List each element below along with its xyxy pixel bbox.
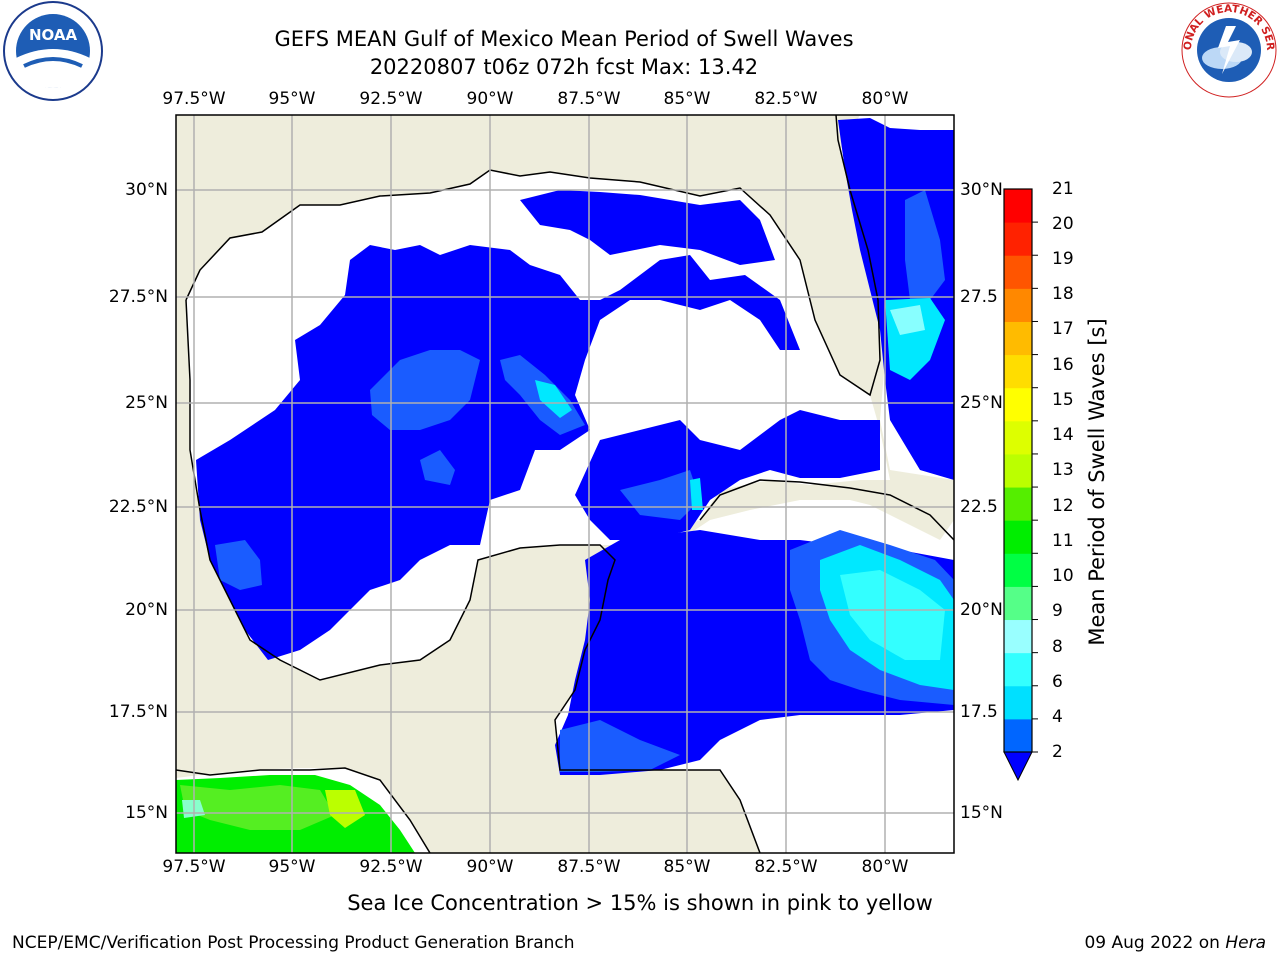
lat-label-right-25: 25°N xyxy=(960,393,1003,413)
swell-aqua-1 xyxy=(840,570,945,660)
nws-logo: NATIONAL WEATHER SERVICE xyxy=(1178,0,1277,98)
colorbar-swatch xyxy=(1004,652,1032,687)
noaa-logo-text: NOAA xyxy=(29,26,78,44)
colorbar xyxy=(1003,188,1038,782)
colorbar-swatch xyxy=(1004,453,1032,488)
colorbar-tick: 2 xyxy=(1052,742,1063,762)
lon-label-top-92-5: 92.5°W xyxy=(359,89,423,109)
lon-label-bottom-82-5: 82.5°W xyxy=(754,857,818,877)
colorbar-tick: 10 xyxy=(1052,566,1074,586)
colorbar-tick: 11 xyxy=(1052,531,1074,551)
footer-date: 09 Aug 2022 on Hera xyxy=(1084,933,1266,953)
colorbar-swatch xyxy=(1004,288,1032,322)
lon-label-bottom-80: 80°W xyxy=(861,857,909,877)
lat-label-left-17-5: 17.5°N xyxy=(108,702,168,722)
colorbar-tick: 16 xyxy=(1052,355,1074,375)
colorbar-swatch xyxy=(1004,321,1032,356)
colorbar-swatch xyxy=(1004,255,1032,289)
colorbar-tick: 4 xyxy=(1052,707,1063,727)
footer-machine: Hera xyxy=(1225,933,1266,953)
sea-ice-note: Sea Ice Concentration > 15% is shown in … xyxy=(347,891,933,915)
lat-label-left-22-5: 22.5°N xyxy=(108,497,168,517)
lat-label-right-22-5: 22.5 xyxy=(960,497,998,517)
colorbar-swatch xyxy=(1004,222,1032,256)
lon-label-top-80: 80°W xyxy=(861,89,909,109)
lon-label-bottom-95: 95°W xyxy=(268,857,316,877)
colorbar-swatch xyxy=(1004,586,1032,621)
swell-pocket-4 xyxy=(420,450,455,485)
lat-label-left-15: 15°N xyxy=(125,803,168,823)
lat-label-left-25: 25°N xyxy=(125,393,168,413)
lon-label-bottom-92-5: 92.5°W xyxy=(359,857,423,877)
lon-label-bottom-90: 90°W xyxy=(466,857,514,877)
colorbar-swatch xyxy=(1004,718,1032,753)
swell-pocket-1 xyxy=(370,350,480,430)
colorbar-swatch xyxy=(1004,553,1032,587)
colorbar-tick: 18 xyxy=(1052,284,1074,304)
lon-label-bottom-85: 85°W xyxy=(663,857,711,877)
colorbar-swatch xyxy=(1004,189,1032,223)
colorbar-tick: 14 xyxy=(1052,425,1074,445)
colorbar-tick: 13 xyxy=(1052,460,1074,480)
coastline xyxy=(185,115,881,397)
colorbar-label: Mean Period of Swell Waves [s] xyxy=(1085,318,1109,646)
colorbar-tick: 12 xyxy=(1052,496,1074,516)
gridlines xyxy=(176,115,954,853)
noaa-logo: NOAA xyxy=(3,1,103,101)
lat-label-left-30: 30°N xyxy=(125,180,168,200)
lon-label-top-87-5: 87.5°W xyxy=(557,89,621,109)
coastline-mexico xyxy=(185,299,761,853)
swell-pacific-lightgreen xyxy=(180,785,335,830)
colorbar-tick: 6 xyxy=(1052,672,1063,692)
swell-region-gulf-north xyxy=(520,190,775,265)
colorbar-swatch xyxy=(1004,487,1032,521)
colorbar-swatch xyxy=(1004,685,1032,720)
footer-credit: NCEP/EMC/Verification Post Processing Pr… xyxy=(12,933,575,953)
colorbar-tick: 15 xyxy=(1052,390,1074,410)
footer-date-text: 09 Aug 2022 on xyxy=(1084,933,1226,953)
colorbar-tick: 20 xyxy=(1052,214,1074,234)
swell-pocket-3 xyxy=(215,540,262,590)
colorbar-tick: 9 xyxy=(1052,601,1063,621)
colorbar-tick: 17 xyxy=(1052,319,1074,339)
colorbar-swatch xyxy=(1004,387,1032,422)
lat-label-left-20: 20°N xyxy=(125,600,168,620)
swell-cyan-4 xyxy=(690,478,703,510)
lon-label-top-90: 90°W xyxy=(466,89,514,109)
colorbar-swatch xyxy=(1004,520,1032,554)
swell-aqua-2 xyxy=(890,305,925,335)
lat-label-left-27-5: 27.5°N xyxy=(108,287,168,307)
colorbar-swatch xyxy=(1004,619,1032,654)
lat-label-right-27-5: 27.5 xyxy=(960,287,998,307)
lat-label-right-30: 30°N xyxy=(960,180,1003,200)
swell-region-gulf-west xyxy=(196,245,800,660)
lon-label-top-95: 95°W xyxy=(268,89,316,109)
colorbar-frame xyxy=(1003,188,1033,753)
swell-cyan-3 xyxy=(535,380,572,418)
coastline-cuba xyxy=(699,479,954,541)
colorbar-tick: 8 xyxy=(1052,637,1063,657)
lon-label-top-97-5: 97.5°W xyxy=(162,89,226,109)
swell-pacific-yellow xyxy=(325,790,365,828)
colorbar-tick: 21 xyxy=(1052,179,1074,199)
lon-label-top-85: 85°W xyxy=(663,89,711,109)
map-title: GEFS MEAN Gulf of Mexico Mean Period of … xyxy=(274,27,854,51)
lon-label-bottom-87-5: 87.5°W xyxy=(557,857,621,877)
lon-label-bottom-97-5: 97.5°W xyxy=(162,857,226,877)
map-subtitle: 20220807 t06z 072h fcst Max: 13.42 xyxy=(369,55,759,79)
map-frame xyxy=(175,114,955,854)
lat-label-right-15: 15°N xyxy=(960,803,1003,823)
lat-label-right-17-5: 17.5 xyxy=(960,702,998,722)
lat-label-right-20: 20°N xyxy=(960,600,1003,620)
lon-label-top-82-5: 82.5°W xyxy=(754,89,818,109)
colorbar-tick: 19 xyxy=(1052,249,1074,269)
colorbar-swatch xyxy=(1004,354,1032,389)
swell-pocket-7 xyxy=(905,190,945,300)
swell-pocket-6 xyxy=(560,720,680,772)
colorbar-swatch xyxy=(1004,420,1032,455)
colorbar-extension xyxy=(1003,751,1033,782)
